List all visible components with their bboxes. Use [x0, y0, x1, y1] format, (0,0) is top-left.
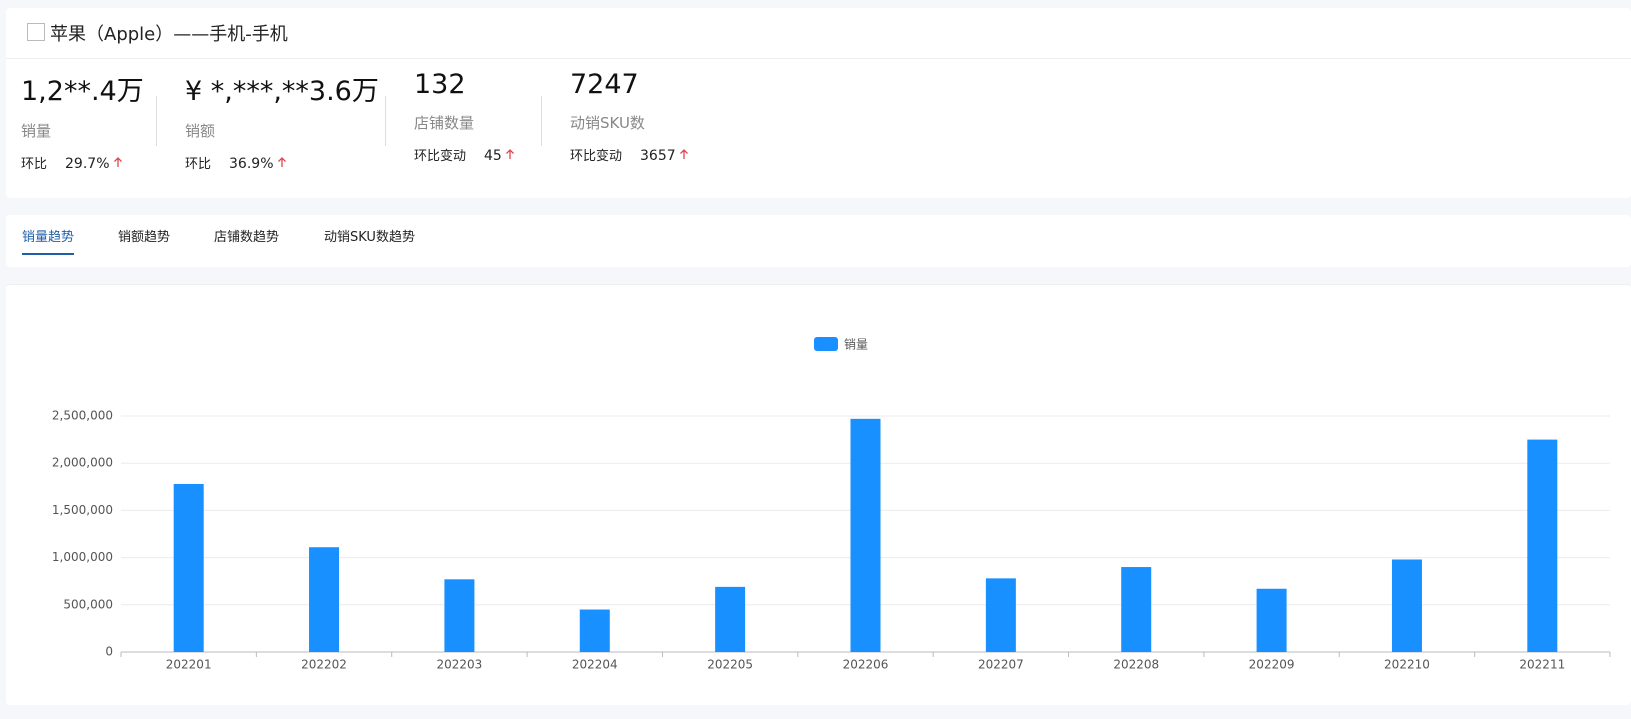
bar: [1121, 567, 1152, 652]
x-tick-label: 202207: [978, 658, 1024, 672]
metric-change: 环比变动 45: [414, 145, 515, 164]
bar: [985, 578, 1016, 652]
separator: [385, 96, 386, 146]
tabs: 销量趋势 销额趋势 店铺数趋势 动销SKU数趋势: [6, 215, 1631, 267]
y-tick-label: 2,500,000: [52, 409, 113, 423]
bar: [173, 483, 204, 652]
tab[interactable]: 动销SKU数趋势: [324, 230, 415, 245]
tab[interactable]: 销额趋势: [118, 230, 171, 245]
metric-label: 动销SKU数: [570, 114, 645, 132]
bar: [309, 547, 340, 652]
x-tick-label: 202201: [166, 658, 212, 672]
up-arrow: [113, 157, 122, 167]
metrics: 1,2**.4万销量环比 29.7% ¥ *,***,**3.6万销额环比 36.9%…: [6, 59, 1631, 198]
x-tick-label: 202211: [1519, 658, 1565, 672]
x-tick-label: 202205: [707, 658, 753, 672]
metric-change: 环比变动 3657: [570, 145, 689, 164]
x-tick-label: 202202: [301, 658, 347, 672]
metric-change: 环比 36.9%: [185, 153, 379, 172]
change-value: 36.9%: [229, 156, 274, 172]
change-label: 环比: [21, 157, 48, 172]
y-tick-label: 1,500,000: [52, 503, 113, 517]
metric: 7247 动销SKU数 环比变动 3657: [570, 69, 689, 164]
x-tick-label: 202209: [1249, 658, 1295, 672]
separator: [541, 96, 542, 146]
chart: 0 500,000 1,000,000 1,500,000 2,000,000 2,500…: [52, 337, 1611, 672]
up-arrow: [277, 157, 286, 167]
icon: [27, 23, 45, 41]
metric-label: 销量: [21, 122, 52, 140]
x-tick-label: 202204: [572, 658, 618, 672]
y-tick-label: 0: [105, 645, 113, 659]
metric-change: 环比 29.7%: [21, 153, 144, 172]
metric: 132 店铺数量环比变动 45: [414, 69, 515, 164]
change-label: 环比变动: [570, 149, 623, 164]
chart-card: 0 500,000 1,000,000 1,500,000 2,000,000 2,500…: [6, 284, 1631, 705]
change-label: 环比: [185, 157, 212, 172]
header: 苹果（Apple）——手机-手机: [6, 8, 1631, 59]
tab[interactable]: 销量趋势: [22, 226, 75, 255]
x-tick-label: 202208: [1113, 658, 1159, 672]
metric-label: 销额: [185, 122, 216, 140]
bar: [1256, 588, 1287, 652]
metric-value: 1,2**.4万: [21, 76, 144, 107]
metric-value: ¥ *,***,**3.6万: [185, 76, 379, 107]
change-value: 3657: [640, 148, 676, 164]
up-arrow: [505, 149, 514, 159]
x-tick-label: 202206: [843, 658, 889, 672]
metric-value: 7247: [570, 69, 639, 100]
y-tick-label: 2,000,000: [52, 456, 113, 470]
bar: [715, 586, 746, 652]
metric-label: 店铺数量: [414, 114, 475, 132]
change-label: 环比变动: [414, 149, 467, 164]
bar: [444, 579, 475, 652]
bar: [1391, 559, 1422, 652]
change-value: 45: [484, 148, 502, 164]
bar: [579, 609, 610, 652]
tab[interactable]: 店铺数趋势: [214, 230, 280, 245]
legend-label: 销量: [844, 338, 868, 352]
change-value: 29.7%: [65, 156, 110, 172]
metric: ¥ *,***,**3.6万销额环比 36.9%: [185, 69, 379, 172]
title: 苹果（Apple）——手机-手机: [50, 24, 288, 45]
separator: [156, 96, 157, 146]
up-arrow: [679, 149, 688, 159]
x-tick-label: 202210: [1384, 658, 1430, 672]
y-tick-label: 500,000: [63, 597, 113, 611]
metric-value: 132: [414, 69, 466, 100]
y-tick-label: 1,000,000: [52, 550, 113, 564]
legend-swatch: [814, 337, 838, 351]
bar: [1527, 439, 1558, 652]
bar: [850, 418, 881, 652]
x-tick-label: 202203: [437, 658, 483, 672]
metric: 1,2**.4万销量环比 29.7%: [21, 69, 144, 172]
